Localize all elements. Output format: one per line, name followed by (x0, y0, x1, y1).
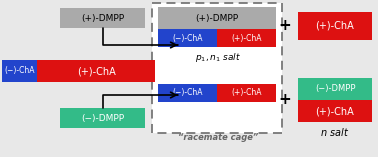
Bar (158, 84, 217, 102)
Text: (−)-ChA: (−)-ChA (172, 89, 203, 97)
Text: (−)-ChA: (−)-ChA (172, 33, 203, 43)
Text: $p_1,n_1$ salt: $p_1,n_1$ salt (195, 51, 241, 65)
Text: (+)-ChA: (+)-ChA (316, 21, 355, 31)
Text: (+)-ChA: (+)-ChA (77, 66, 115, 76)
Bar (298, 12, 372, 40)
Text: $n$ salt: $n$ salt (321, 126, 350, 138)
Bar (60, 8, 145, 28)
Text: (−)-ChA: (−)-ChA (4, 67, 35, 76)
Text: +: + (279, 19, 291, 33)
Bar (298, 78, 372, 100)
Bar (217, 84, 276, 102)
Bar (217, 29, 276, 47)
Bar (152, 3, 282, 133)
Bar (2, 60, 37, 82)
Text: (−)-DMPP: (−)-DMPP (315, 84, 355, 94)
Text: (+)-ChA: (+)-ChA (316, 106, 355, 116)
Text: (+)-DMPP: (+)-DMPP (195, 14, 239, 22)
Bar (60, 108, 145, 128)
Bar (158, 7, 276, 29)
Bar (158, 29, 217, 47)
Text: +: + (279, 92, 291, 108)
Text: (−)-DMPP: (−)-DMPP (81, 114, 124, 122)
Text: (+)-ChA: (+)-ChA (231, 89, 262, 97)
Bar (298, 100, 372, 122)
Bar (37, 60, 155, 82)
Text: (+)-DMPP: (+)-DMPP (81, 14, 124, 22)
Text: (+)-ChA: (+)-ChA (231, 33, 262, 43)
Text: “racemate cage”: “racemate cage” (178, 133, 258, 143)
